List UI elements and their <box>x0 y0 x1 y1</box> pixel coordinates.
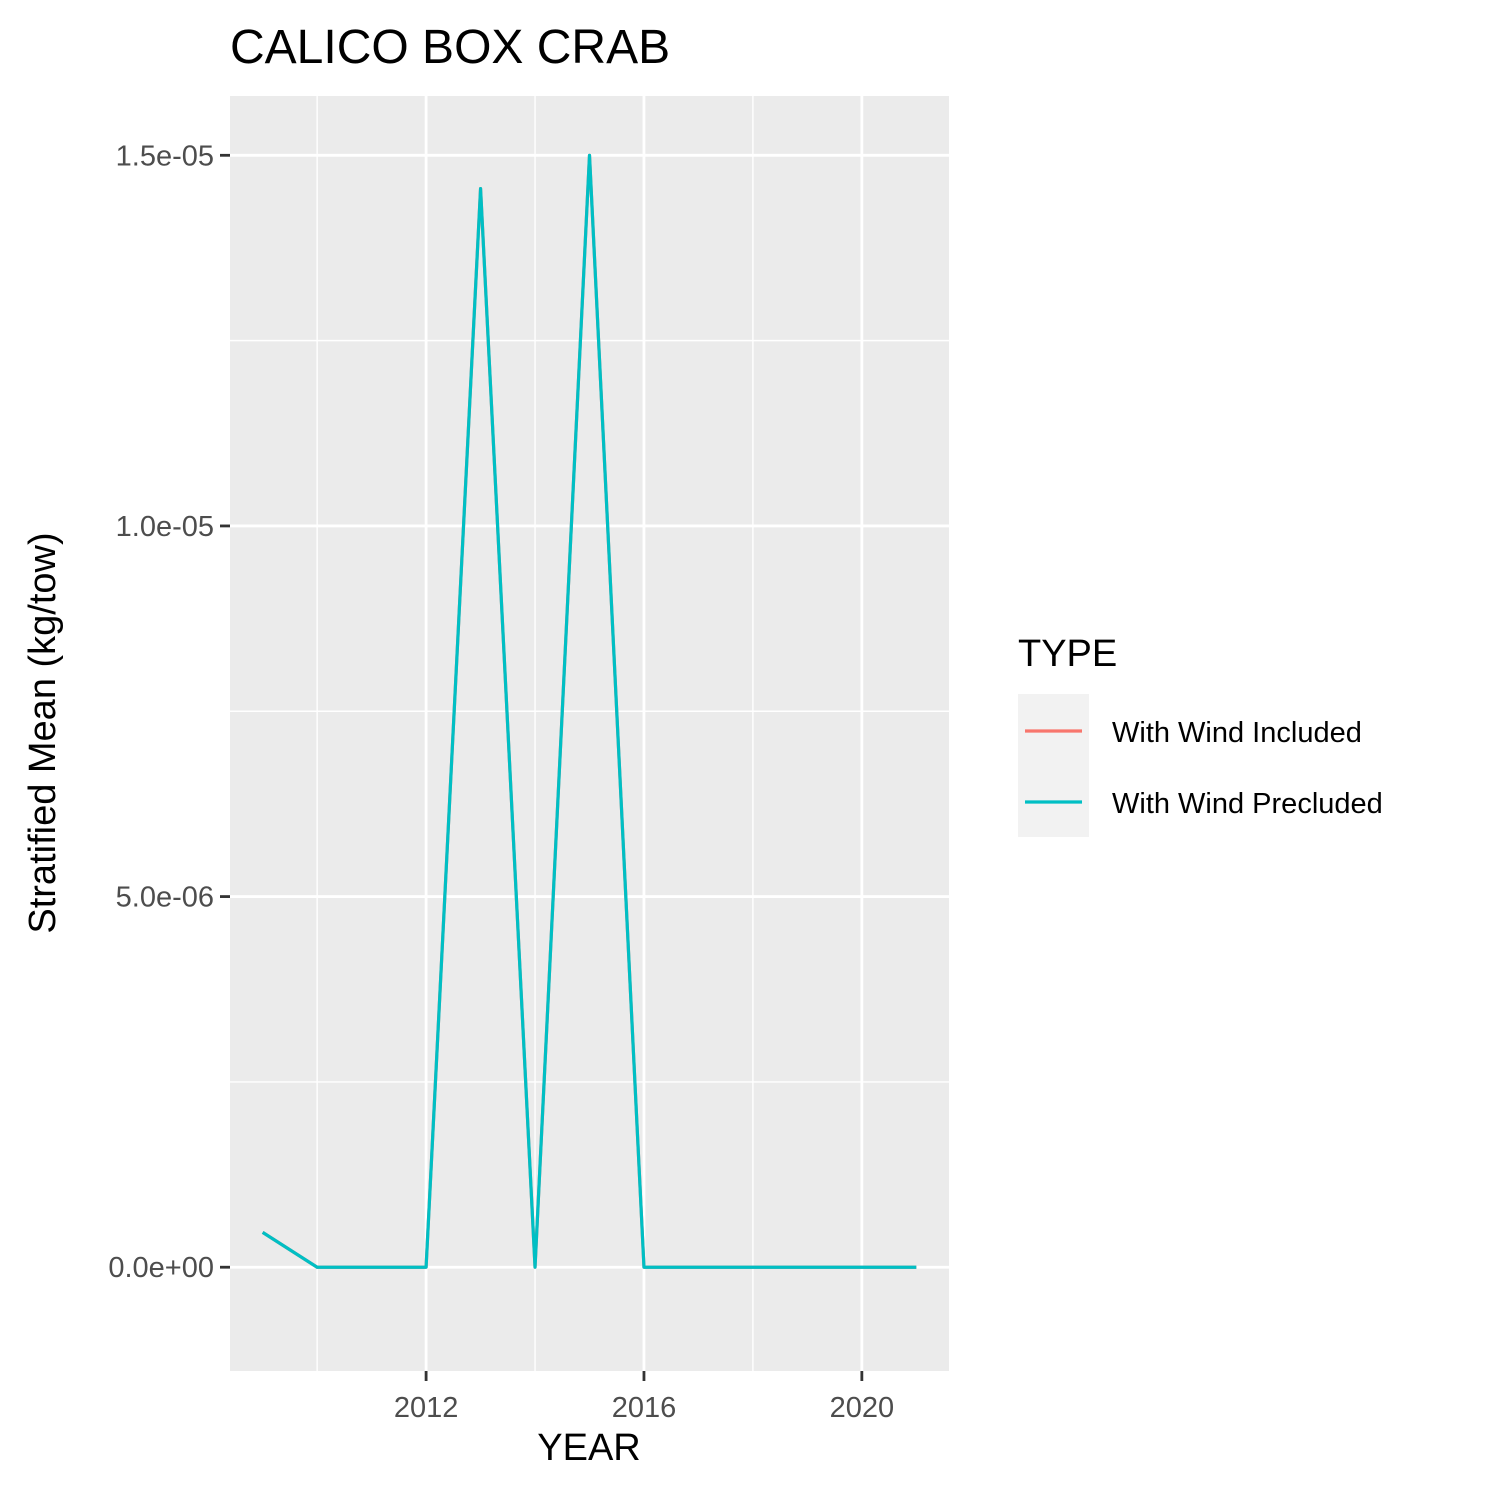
data-point <box>860 1265 864 1269</box>
data-point <box>588 153 592 157</box>
data-point <box>914 1265 918 1269</box>
legend-key-background <box>1018 694 1089 837</box>
data-point <box>751 1265 755 1269</box>
y-tick-label: 1.0e-05 <box>116 511 214 543</box>
x-tick-label: 2016 <box>612 1392 677 1424</box>
y-axis-title: Stratified Mean (kg/tow) <box>22 532 64 933</box>
series-line-2 <box>261 153 917 1269</box>
data-point <box>424 1265 428 1269</box>
minor-gridlines <box>230 96 949 1371</box>
y-tick-label: 1.5e-05 <box>116 140 214 172</box>
legend-label: With Wind Included <box>1112 717 1362 749</box>
legend-label: With Wind Precluded <box>1112 788 1383 820</box>
data-point <box>696 1265 700 1269</box>
data-point <box>370 1265 374 1269</box>
legend-title: TYPE <box>1018 633 1117 675</box>
x-tick-label: 2012 <box>394 1392 459 1424</box>
data-point <box>261 1230 265 1234</box>
axis-ticks: 2012 2016 2020 0.0e+00 5.0e-06 1.0e-05 1.5e-05 <box>108 140 894 1424</box>
data-point <box>533 1265 537 1269</box>
data-point <box>315 1265 319 1269</box>
data-point <box>805 1265 809 1269</box>
plot-panel <box>230 96 949 1371</box>
legend: TYPE With Wind Included With Wind Preclud… <box>1018 633 1383 837</box>
chart-title: CALICO BOX CRAB <box>230 21 670 74</box>
legend-items: With Wind Included With Wind Precluded <box>1025 717 1383 820</box>
y-tick-label: 0.0e+00 <box>108 1252 214 1284</box>
x-tick-label: 2020 <box>830 1392 895 1424</box>
series-lines <box>261 153 918 1269</box>
x-axis-title: YEAR <box>537 1427 640 1469</box>
y-tick-label: 5.0e-06 <box>116 882 214 914</box>
data-point <box>642 1265 646 1269</box>
data-point <box>479 187 483 191</box>
